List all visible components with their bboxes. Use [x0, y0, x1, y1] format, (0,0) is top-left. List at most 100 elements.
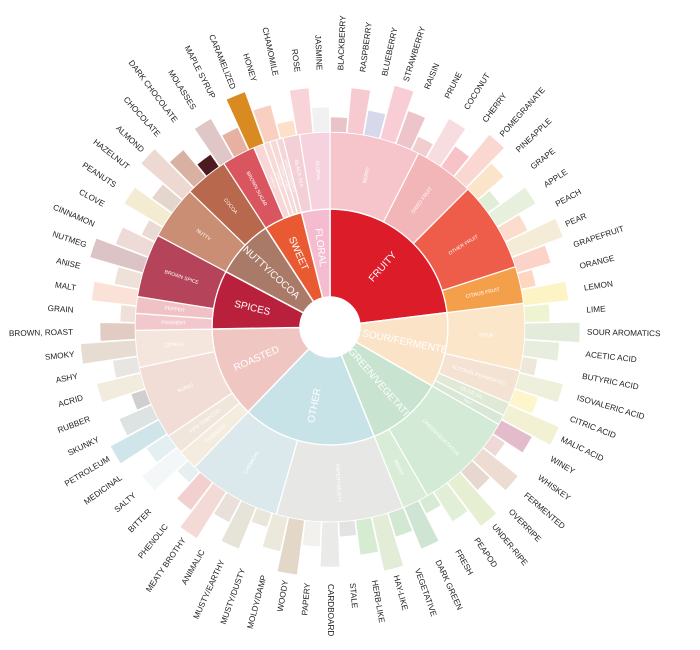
- leaf-label-grain: GRAIN: [47, 304, 74, 315]
- leaf-bar-hay-like[interactable]: [371, 512, 404, 572]
- leaf-label-raisin: RAISIN: [423, 62, 442, 91]
- leaf-label-hay-like: HAY-LIKE: [392, 574, 410, 612]
- leaf-bar-citric-acid[interactable]: [508, 388, 539, 415]
- leaf-bar-coconut[interactable]: [426, 118, 466, 167]
- leaf-bar-cherry[interactable]: [440, 145, 470, 177]
- leaf-bar-under-ripe[interactable]: [447, 472, 497, 527]
- leaf-bar-dark-chocolate[interactable]: [196, 153, 220, 177]
- leaf-bar-pomegranate[interactable]: [453, 133, 505, 188]
- leaf-bar-phenolic[interactable]: [176, 472, 213, 511]
- leaf-bar-blueberry[interactable]: [363, 110, 386, 139]
- leaf-bar-ashy[interactable]: [112, 356, 141, 379]
- leaf-bar-maple-syrup[interactable]: [221, 126, 249, 158]
- leaf-bar-fresh[interactable]: [418, 492, 442, 515]
- leaf-bar-herb-like[interactable]: [355, 517, 379, 556]
- leaf-bar-jasmine[interactable]: [311, 106, 330, 134]
- leaf-bar-anise[interactable]: [113, 266, 143, 290]
- leaf-bar-peach[interactable]: [497, 214, 529, 242]
- leaf-bar-pineapple[interactable]: [466, 162, 505, 200]
- leaf-bar-molasses[interactable]: [194, 118, 234, 167]
- leaf-bar-petroleum[interactable]: [109, 419, 168, 465]
- leaf-bar-chocolate[interactable]: [169, 149, 207, 188]
- leaf-bar-musty-dusty[interactable]: [250, 507, 273, 528]
- leaf-bar-honey[interactable]: [252, 104, 281, 144]
- leaf-bar-raisin[interactable]: [395, 110, 426, 150]
- leaf-bar-grape[interactable]: [477, 190, 501, 214]
- leaf-label-apple: APPLE: [542, 167, 569, 189]
- leaf-bar-clove[interactable]: [140, 219, 163, 242]
- leaf-label-almond: ALMOND: [114, 124, 146, 155]
- leaf-bar-vegetative[interactable]: [387, 507, 413, 538]
- leaf-bar-papery[interactable]: [301, 520, 322, 548]
- leaf-bar-meaty-brothy[interactable]: [179, 482, 227, 539]
- leaf-bar-butyric-acid[interactable]: [519, 356, 538, 377]
- leaf-label-phenolic: PHENOLIC: [136, 522, 170, 560]
- leaf-bar-overripe[interactable]: [460, 460, 491, 491]
- leaf-bar-stale[interactable]: [338, 520, 357, 538]
- leaf-bar-whiskey[interactable]: [483, 434, 506, 457]
- subcategory-label-pungent: PUNGENT: [161, 320, 186, 327]
- leaf-bar-malic-acid[interactable]: [501, 404, 560, 446]
- leaf-bar-peanuts[interactable]: [123, 186, 172, 228]
- leaf-bar-animalic[interactable]: [213, 492, 242, 523]
- leaf-label-brown-roast: BROWN, ROAST: [9, 328, 73, 338]
- leaf-bar-cardboard[interactable]: [319, 521, 341, 568]
- leaf-bar-hazelnut[interactable]: [151, 183, 183, 214]
- wheel-center: [300, 297, 360, 357]
- leaf-bar-chamomile[interactable]: [276, 119, 297, 139]
- leaf-bar-acetic-acid[interactable]: [522, 339, 560, 362]
- leaf-label-woody: WOODY: [276, 579, 290, 612]
- leaf-label-rubber: RUBBER: [56, 414, 91, 435]
- leaf-bar-rubber[interactable]: [130, 388, 152, 411]
- leaf-bar-medicinal[interactable]: [145, 434, 177, 464]
- leaf-bar-isovaleric-acid[interactable]: [514, 372, 564, 403]
- leaf-label-grape: GRAPE: [529, 146, 558, 171]
- leaf-bar-cinnamon[interactable]: [115, 226, 155, 258]
- leaf-bar-dark-green[interactable]: [403, 500, 440, 550]
- leaf-label-strawberry: STRAWBERRY: [402, 25, 428, 83]
- leaf-bar-sour-aromatics[interactable]: [524, 321, 581, 343]
- leaf-bar-acrid[interactable]: [96, 372, 146, 403]
- leaf-bar-pear[interactable]: [505, 218, 564, 258]
- leaf-bar-salty[interactable]: [141, 447, 188, 492]
- leaf-bar-woody[interactable]: [276, 517, 305, 576]
- leaf-bar-orange[interactable]: [517, 269, 537, 290]
- leaf-bar-lemon[interactable]: [521, 281, 569, 306]
- leaf-bar-rose[interactable]: [289, 87, 314, 136]
- leaf-bar-musty-earthy[interactable]: [220, 500, 257, 550]
- leaf-label-medicinal: MEDICINAL: [82, 473, 124, 507]
- leaf-bar-raspberry[interactable]: [346, 87, 371, 136]
- leaf-label-hazelnut: HAZELNUT: [92, 137, 132, 171]
- leaf-bar-brown-roast[interactable]: [99, 322, 136, 342]
- leaf-label-overripe: OVERRIPE: [507, 507, 543, 544]
- leaf-bar-lime[interactable]: [523, 303, 551, 323]
- category-label-floral: FLORAL: [312, 228, 328, 268]
- leaf-label-peapod: PEAPOD: [472, 536, 499, 569]
- leaf-label-coconut: COCONUT: [462, 72, 492, 112]
- leaf-bar-winey[interactable]: [492, 419, 533, 454]
- subcategory-label-vanillin: VANILLIN: [275, 171, 284, 187]
- leaf-bar-fermented[interactable]: [472, 447, 519, 492]
- leaf-label-sour-aromatics: SOUR AROMATICS: [587, 328, 661, 339]
- leaf-bar-grain[interactable]: [119, 304, 137, 323]
- leaf-bar-peapod[interactable]: [433, 482, 469, 523]
- leaf-bar-strawberry[interactable]: [379, 85, 415, 144]
- leaf-bar-malt[interactable]: [91, 281, 139, 306]
- leaf-bar-blackberry[interactable]: [330, 116, 348, 134]
- leaf-bar-apple[interactable]: [488, 186, 537, 228]
- leaf-bar-nutmeg[interactable]: [89, 237, 149, 274]
- leaf-bar-prune[interactable]: [411, 135, 434, 158]
- leaf-bar-grapefruit[interactable]: [511, 244, 552, 274]
- leaf-bar-bitter[interactable]: [176, 460, 200, 484]
- leaf-label-honey: HONEY: [241, 52, 258, 83]
- leaf-label-animalic: ANIMALIC: [180, 548, 207, 586]
- leaf-bar-almond[interactable]: [140, 148, 194, 200]
- leaf-bar-skunky[interactable]: [118, 404, 159, 437]
- leaf-bar-moldy-damp[interactable]: [261, 512, 289, 552]
- leaf-label-salty: SALTY: [113, 491, 138, 515]
- leaf-bar-smoky[interactable]: [80, 339, 138, 365]
- leaf-label-acetic-acid: ACETIC ACID: [585, 350, 637, 364]
- leaf-label-pear: PEAR: [564, 212, 588, 229]
- leaf-label-caramelized: CARAMELIZED: [207, 33, 237, 90]
- leaf-bar-caramelized[interactable]: [225, 91, 265, 150]
